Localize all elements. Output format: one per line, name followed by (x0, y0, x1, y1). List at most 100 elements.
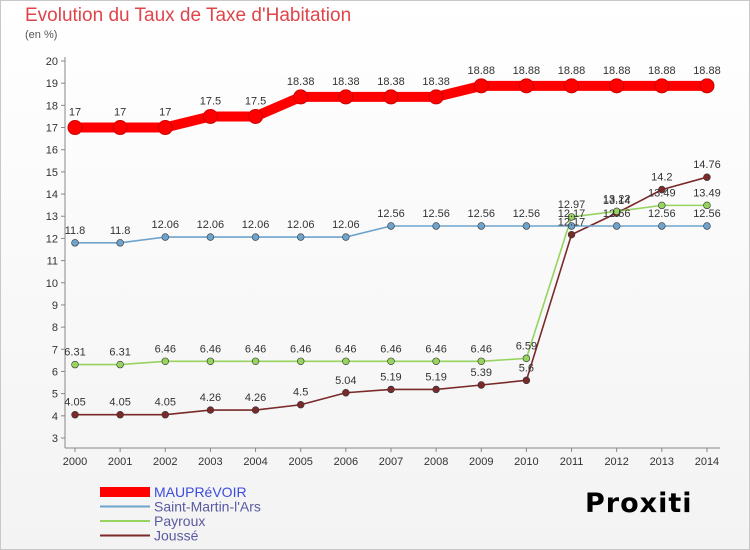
data-label: 6.31 (109, 347, 130, 359)
data-point (157, 120, 173, 136)
y-tick-label: 13 (46, 211, 58, 223)
data-label: 12.56 (693, 208, 721, 220)
y-tick-label: 4 (52, 411, 58, 423)
data-label: 14.76 (693, 159, 721, 171)
data-point (342, 389, 350, 397)
x-tick-label: 2000 (63, 456, 87, 468)
data-label: 18.88 (603, 65, 631, 77)
data-label: 13.14 (603, 195, 631, 207)
data-label: 18.88 (648, 65, 676, 77)
y-tick-label: 9 (52, 300, 58, 312)
chart-unit-label: (en %) (25, 29, 58, 41)
data-label: 18.38 (422, 76, 450, 88)
data-point (432, 222, 440, 230)
data-label: 6.46 (425, 343, 446, 355)
data-point (522, 222, 531, 230)
data-label: 4.05 (109, 397, 130, 409)
data-label: 5.39 (471, 367, 492, 379)
x-tick-label: 2008 (424, 456, 448, 468)
y-tick-label: 6 (52, 366, 58, 378)
legend-label: Saint-Martin-l'Ars (154, 499, 261, 515)
data-label: 12.06 (332, 219, 360, 231)
data-label: 5.19 (380, 371, 401, 383)
y-tick-label: 7 (52, 344, 58, 356)
data-label: 6.46 (290, 343, 311, 355)
data-point (202, 108, 218, 124)
data-point (161, 357, 169, 365)
data-point (658, 185, 666, 194)
data-label: 5.19 (425, 371, 446, 383)
y-tick-label: 16 (46, 145, 58, 157)
data-label: 12.06 (152, 219, 180, 231)
data-point (206, 406, 215, 414)
data-point (342, 233, 350, 241)
data-point (387, 385, 395, 394)
data-point (161, 233, 169, 241)
data-point (206, 233, 215, 241)
data-point (71, 411, 79, 419)
data-label: 18.88 (513, 65, 541, 77)
data-label: 13.49 (693, 187, 721, 199)
y-tick-label: 18 (46, 100, 58, 112)
data-point (564, 78, 580, 94)
data-point (71, 239, 79, 247)
data-label: 4.05 (155, 397, 176, 409)
data-label: 6.46 (245, 343, 266, 355)
data-label: 18.88 (693, 65, 721, 77)
data-point (567, 222, 576, 230)
data-label: 12.06 (197, 219, 225, 231)
data-label: 14.2 (651, 172, 672, 184)
data-point (251, 406, 260, 414)
data-label: 17 (114, 107, 126, 119)
data-label: 12.56 (467, 208, 495, 220)
data-label: 17.5 (200, 95, 221, 107)
y-tick-label: 12 (46, 233, 58, 245)
data-label: 4.05 (64, 397, 85, 409)
data-point (112, 120, 128, 136)
x-tick-label: 2004 (243, 456, 267, 468)
data-point (432, 357, 440, 365)
data-point (248, 108, 264, 124)
data-point (477, 357, 485, 365)
data-point (116, 411, 124, 419)
y-tick-label: 14 (46, 189, 58, 201)
data-point (297, 357, 305, 365)
x-tick-label: 2013 (650, 456, 674, 468)
y-tick-label: 17 (46, 123, 58, 135)
x-tick-label: 2003 (198, 456, 222, 468)
data-label: 12.97 (558, 199, 586, 211)
legend-label: Joussé (154, 528, 199, 544)
data-label: 18.88 (558, 65, 586, 77)
data-label: 12.56 (648, 208, 676, 220)
data-point (567, 230, 576, 239)
x-tick-label: 2006 (334, 456, 358, 468)
y-tick-label: 20 (46, 56, 58, 68)
data-point (297, 401, 305, 409)
data-label: 12.17 (558, 208, 586, 220)
data-label: 11.8 (65, 225, 86, 237)
data-point (297, 233, 305, 241)
data-point (473, 78, 489, 94)
data-label: 6.46 (200, 343, 221, 355)
data-label: 18.88 (467, 65, 495, 77)
data-point (658, 201, 666, 210)
data-label: 6.46 (155, 343, 176, 355)
proxiti-logo: Proxiti (585, 488, 693, 519)
y-tick-label: 8 (52, 322, 58, 334)
data-point (609, 78, 625, 94)
x-tick-label: 2010 (514, 456, 538, 468)
data-label: 11.8 (110, 225, 131, 237)
x-tick-label: 2011 (560, 456, 584, 468)
x-tick-label: 2002 (153, 456, 177, 468)
data-label: 5.04 (335, 375, 356, 387)
data-label: 12.17 (558, 217, 586, 229)
data-point (522, 354, 531, 363)
data-label: 6.46 (380, 343, 401, 355)
data-label: 12.56 (603, 208, 631, 220)
data-point (387, 222, 395, 230)
x-tick-label: 2005 (288, 456, 312, 468)
data-point (67, 120, 83, 136)
data-point (703, 173, 711, 181)
data-point (342, 357, 350, 365)
